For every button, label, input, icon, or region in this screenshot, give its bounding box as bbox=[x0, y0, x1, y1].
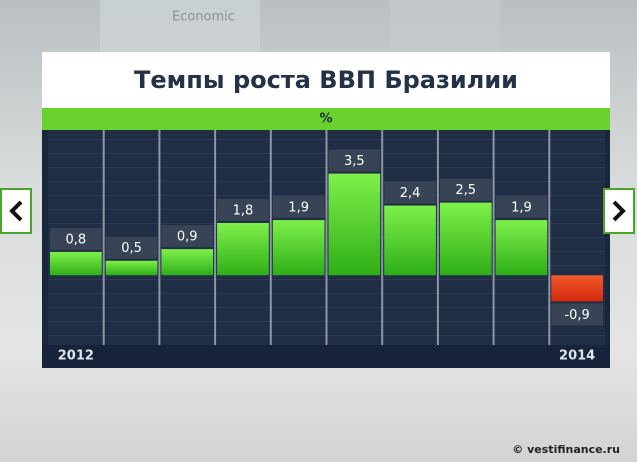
bar bbox=[272, 220, 325, 276]
value-label-box bbox=[384, 181, 436, 204]
bar bbox=[217, 222, 269, 276]
bar bbox=[551, 275, 603, 302]
bar bbox=[495, 220, 548, 276]
bar bbox=[384, 205, 436, 276]
value-label: 0,8 bbox=[66, 233, 87, 248]
bar bbox=[50, 252, 102, 276]
bar bbox=[328, 173, 381, 276]
value-label-box bbox=[161, 225, 214, 248]
x-tick-label: 2012 bbox=[58, 349, 94, 364]
next-button[interactable] bbox=[603, 188, 635, 234]
value-label-box bbox=[495, 196, 548, 219]
bar bbox=[105, 260, 158, 276]
value-label: 0,5 bbox=[121, 241, 142, 256]
value-label: 3,5 bbox=[344, 154, 365, 169]
prev-button[interactable] bbox=[0, 188, 32, 234]
watermark: © vestifinance.ru bbox=[512, 443, 620, 456]
value-label: 2,4 bbox=[400, 186, 421, 201]
background-text: Economic bbox=[172, 10, 235, 25]
value-label-box bbox=[328, 149, 381, 172]
next-icon bbox=[612, 200, 626, 222]
unit-label: % bbox=[319, 112, 332, 127]
bg-panel bbox=[100, 0, 260, 60]
x-strip bbox=[42, 345, 610, 368]
value-label: 2,5 bbox=[455, 183, 476, 198]
value-label: 0,9 bbox=[177, 230, 198, 245]
chart-title: Темпы роста ВВП Бразилии bbox=[134, 66, 518, 94]
value-label: 1,8 bbox=[233, 203, 254, 218]
value-label-box bbox=[105, 236, 158, 259]
value-label-box bbox=[551, 303, 603, 326]
value-label-box bbox=[50, 228, 102, 251]
bar bbox=[161, 249, 214, 276]
value-label-box bbox=[272, 196, 325, 219]
value-label: 1,9 bbox=[288, 201, 309, 216]
prev-icon bbox=[9, 200, 23, 222]
value-label-box bbox=[217, 198, 269, 221]
value-label-box bbox=[439, 178, 492, 201]
value-label: 1,9 bbox=[511, 201, 532, 216]
value-label: -0,9 bbox=[564, 308, 589, 323]
x-tick-label: 2014 bbox=[559, 349, 595, 364]
bar bbox=[439, 202, 492, 276]
unit-band bbox=[42, 108, 610, 130]
